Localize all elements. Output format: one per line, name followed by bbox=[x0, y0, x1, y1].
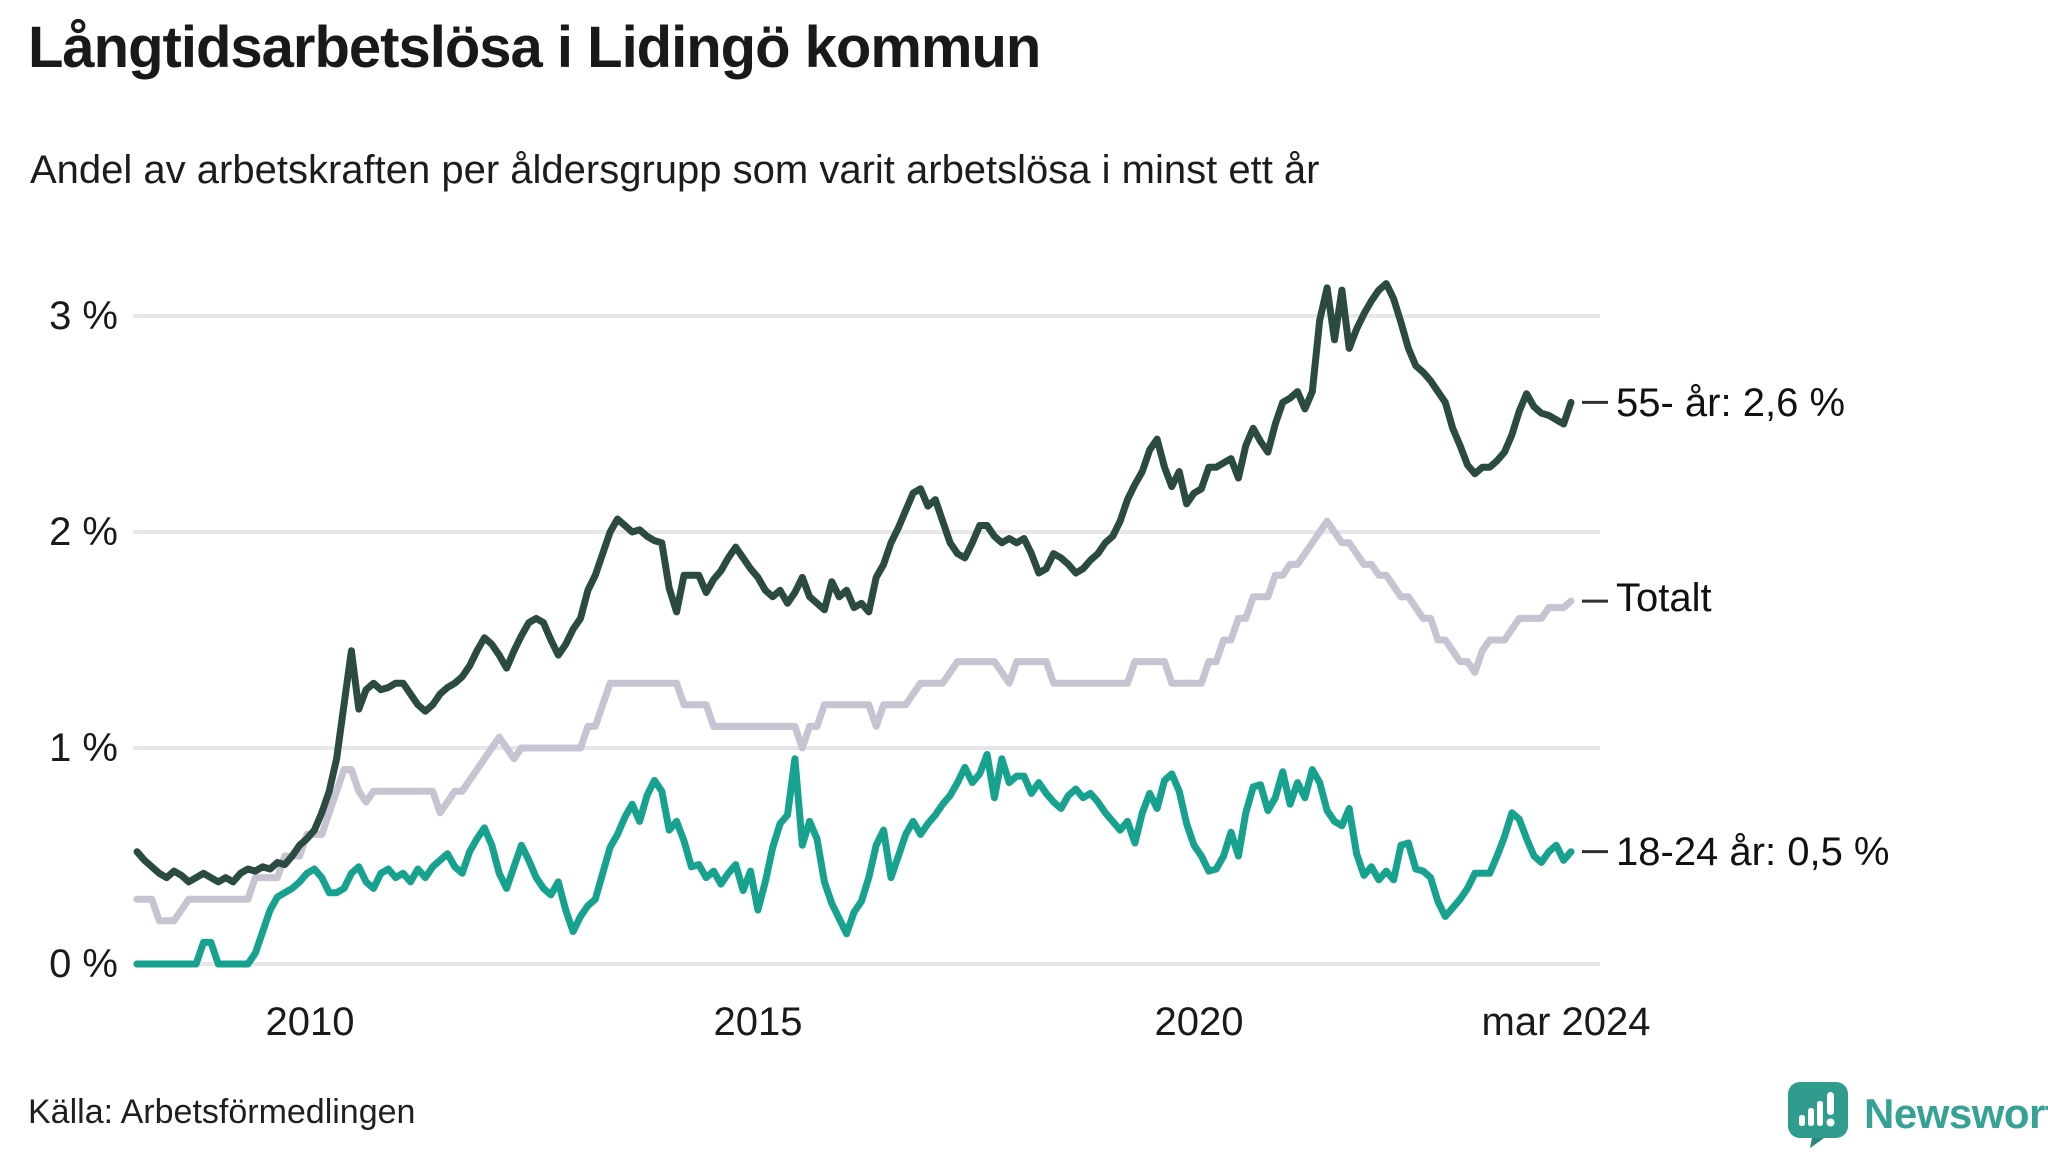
x-tick-2010: 2010 bbox=[265, 1000, 355, 1044]
series-line-Totalt bbox=[133, 517, 1575, 925]
y-tick-3pct: 3 % bbox=[49, 294, 118, 338]
series-label-18-24: 18-24 år: 0,5 % bbox=[1616, 830, 1890, 874]
series-line-18-24-r bbox=[133, 751, 1575, 968]
x-tick-mar2024: mar 2024 bbox=[1481, 1000, 1651, 1044]
y-tick-2pct: 2 % bbox=[49, 510, 118, 554]
bubble-tail-shade bbox=[1810, 1138, 1824, 1148]
series-line-55-r bbox=[133, 280, 1575, 886]
page-title: Långtidsarbetslösa i Lidingö kommun bbox=[28, 15, 1041, 80]
x-tick-2015: 2015 bbox=[713, 1000, 803, 1044]
y-tick-1pct: 1 % bbox=[49, 726, 118, 770]
series-label-55plus: 55- år: 2,6 % bbox=[1616, 381, 1846, 425]
page-subtitle: Andel av arbetskraften per åldersgrupp s… bbox=[30, 148, 1320, 192]
newsworthy-wordmark: Newsworthy bbox=[1864, 1090, 2048, 1137]
newsworthy-logo: Newsworthy bbox=[1786, 1080, 2048, 1148]
y-tick-0pct: 0 % bbox=[49, 942, 118, 986]
newsworthy-icon bbox=[1788, 1082, 1848, 1148]
x-tick-2020: 2020 bbox=[1154, 1000, 1244, 1044]
series-label-totalt: Totalt bbox=[1616, 576, 1712, 620]
source-note: Källa: Arbetsförmedlingen bbox=[28, 1093, 416, 1131]
